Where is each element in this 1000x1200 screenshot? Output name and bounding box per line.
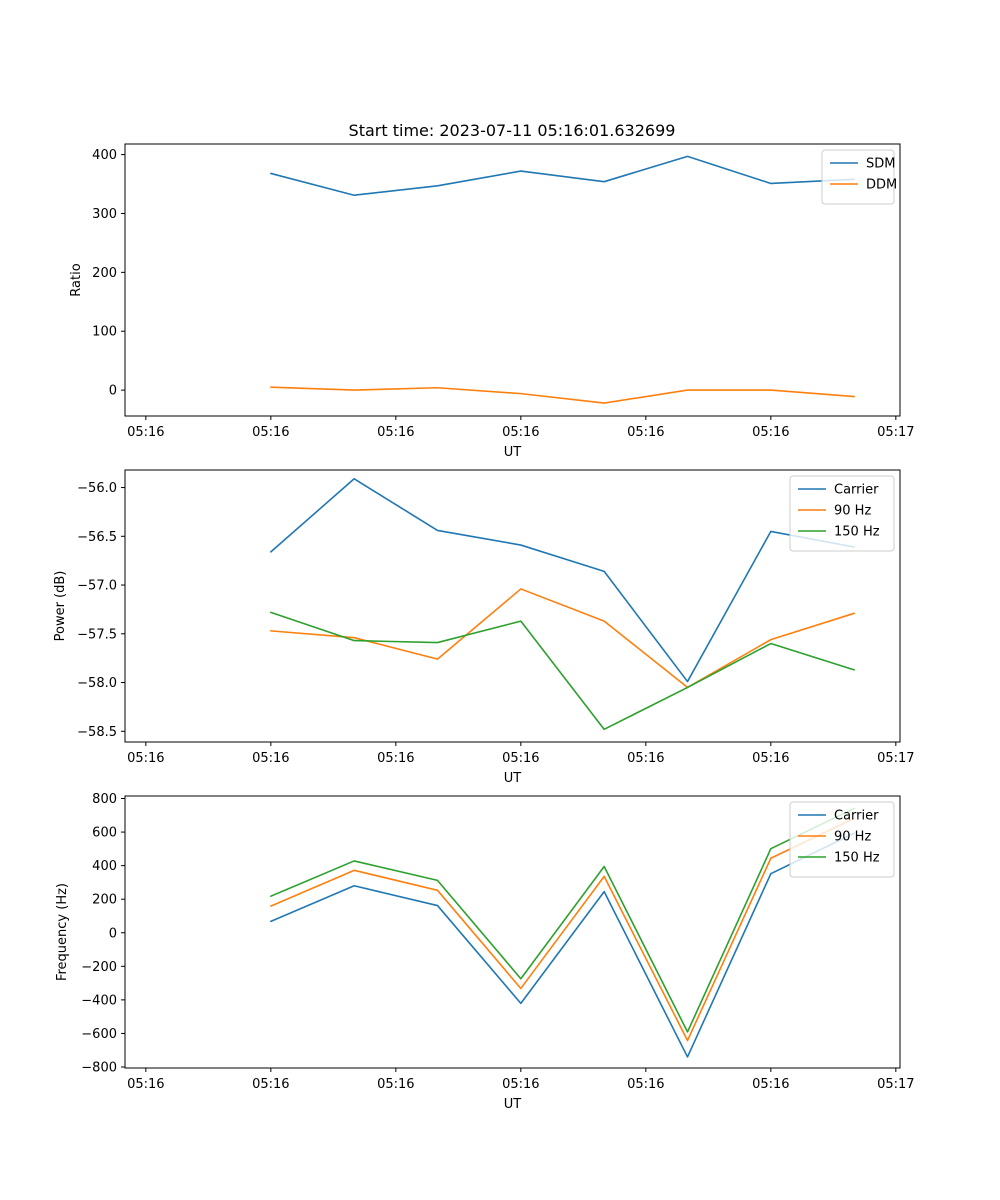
x-tick-label: 05:16: [252, 751, 289, 766]
y-tick-label: 0: [109, 926, 117, 941]
series-line-150-hz: [270, 611, 855, 731]
x-axis-label: UT: [504, 1097, 522, 1112]
y-tick-label: 400: [92, 859, 117, 874]
y-axis-label: Frequency (Hz): [55, 883, 70, 981]
legend-label-carrier: Carrier: [834, 483, 879, 498]
series-line-carrier: [270, 477, 855, 683]
y-tick-label: 300: [92, 207, 117, 222]
legend: SDM DDM: [821, 149, 897, 205]
chart-title: Start time: 2023-07-11 05:16:01.632699: [349, 121, 676, 140]
y-axis-label: Ratio: [69, 263, 84, 296]
subplot-2: 05:16 05:16 05:16 05:16 05:16 05:16 05:17 −56.0…: [53, 469, 915, 786]
x-tick-label: 05:16: [502, 425, 539, 440]
x-tick-label: 05:17: [877, 1077, 914, 1092]
x-tick-label: 05:17: [877, 751, 914, 766]
x-tick-label: 05:16: [752, 1077, 789, 1092]
y-tick-label: 200: [92, 266, 117, 281]
y-tick-label: −57.0: [77, 579, 117, 594]
plots-container: 05:16 05:16 05:16 05:16 05:16 05:16 05:17 0 100 2…: [53, 143, 915, 1112]
legend-label-ddm: DDM: [866, 178, 897, 193]
x-tick-label: 05:16: [502, 1077, 539, 1092]
axes-frame: [124, 795, 901, 1069]
x-tick-label: 05:17: [877, 425, 914, 440]
x-tick-label: 05:16: [627, 425, 664, 440]
x-axis-label: UT: [504, 445, 522, 460]
series-line-ddm: [270, 386, 855, 404]
x-tick-label: 05:16: [252, 425, 289, 440]
y-tick-label: 400: [92, 148, 117, 163]
y-tick-label: −600: [81, 1027, 117, 1042]
x-tick-label: 05:16: [127, 1077, 164, 1092]
y-tick-label: −57.5: [77, 627, 117, 642]
x-tick-label: 05:16: [377, 751, 414, 766]
y-tick-label: −400: [81, 993, 117, 1008]
x-axis-label: UT: [504, 771, 522, 786]
legend-box: [789, 801, 895, 878]
y-tick-label: −200: [81, 960, 117, 975]
x-tick-label: 05:16: [627, 751, 664, 766]
subplot-1: 05:16 05:16 05:16 05:16 05:16 05:16 05:17 0 100 2…: [69, 143, 915, 460]
legend-label-150-hz: 150 Hz: [834, 525, 880, 540]
y-tick-label: −58.0: [77, 676, 117, 691]
x-tick-label: 05:16: [377, 1077, 414, 1092]
axes-frame: [124, 469, 901, 743]
legend-box: [789, 475, 895, 552]
legend-label-90-hz: 90 Hz: [834, 830, 871, 845]
x-tick-label: 05:16: [752, 751, 789, 766]
x-tick-label: 05:16: [752, 425, 789, 440]
legend-label-carrier: Carrier: [834, 809, 879, 824]
series-line-90-hz: [270, 817, 855, 1042]
x-tick-label: 05:16: [627, 1077, 664, 1092]
series-line-150-hz: [270, 807, 855, 1033]
legend-label-90-hz: 90 Hz: [834, 504, 871, 519]
x-tick-label: 05:16: [252, 1077, 289, 1092]
y-tick-label: 100: [92, 325, 117, 340]
subplot-3: 05:16 05:16 05:16 05:16 05:16 05:16 05:17 800 60…: [55, 792, 915, 1112]
y-tick-label: −56.5: [77, 530, 117, 545]
x-tick-label: 05:16: [502, 751, 539, 766]
x-tick-label: 05:16: [377, 425, 414, 440]
legend-label-sdm: SDM: [866, 157, 895, 172]
y-axis-label: Power (dB): [53, 571, 68, 642]
series-line-carrier: [270, 832, 855, 1058]
x-tick-label: 05:16: [127, 751, 164, 766]
legend: Carrier 90 Hz 150 Hz: [789, 801, 895, 878]
legend: Carrier 90 Hz 150 Hz: [789, 475, 895, 552]
y-tick-label: −58.5: [77, 725, 117, 740]
series-line-sdm: [270, 155, 855, 197]
legend-label-150-hz: 150 Hz: [834, 851, 880, 866]
y-tick-label: 600: [92, 826, 117, 841]
y-tick-label: 0: [109, 384, 117, 399]
axes-frame: [124, 143, 901, 417]
y-tick-label: −800: [81, 1060, 117, 1075]
y-tick-label: −56.0: [77, 481, 117, 496]
y-tick-label: 800: [92, 792, 117, 807]
y-tick-label: 200: [92, 893, 117, 908]
x-tick-label: 05:16: [127, 425, 164, 440]
